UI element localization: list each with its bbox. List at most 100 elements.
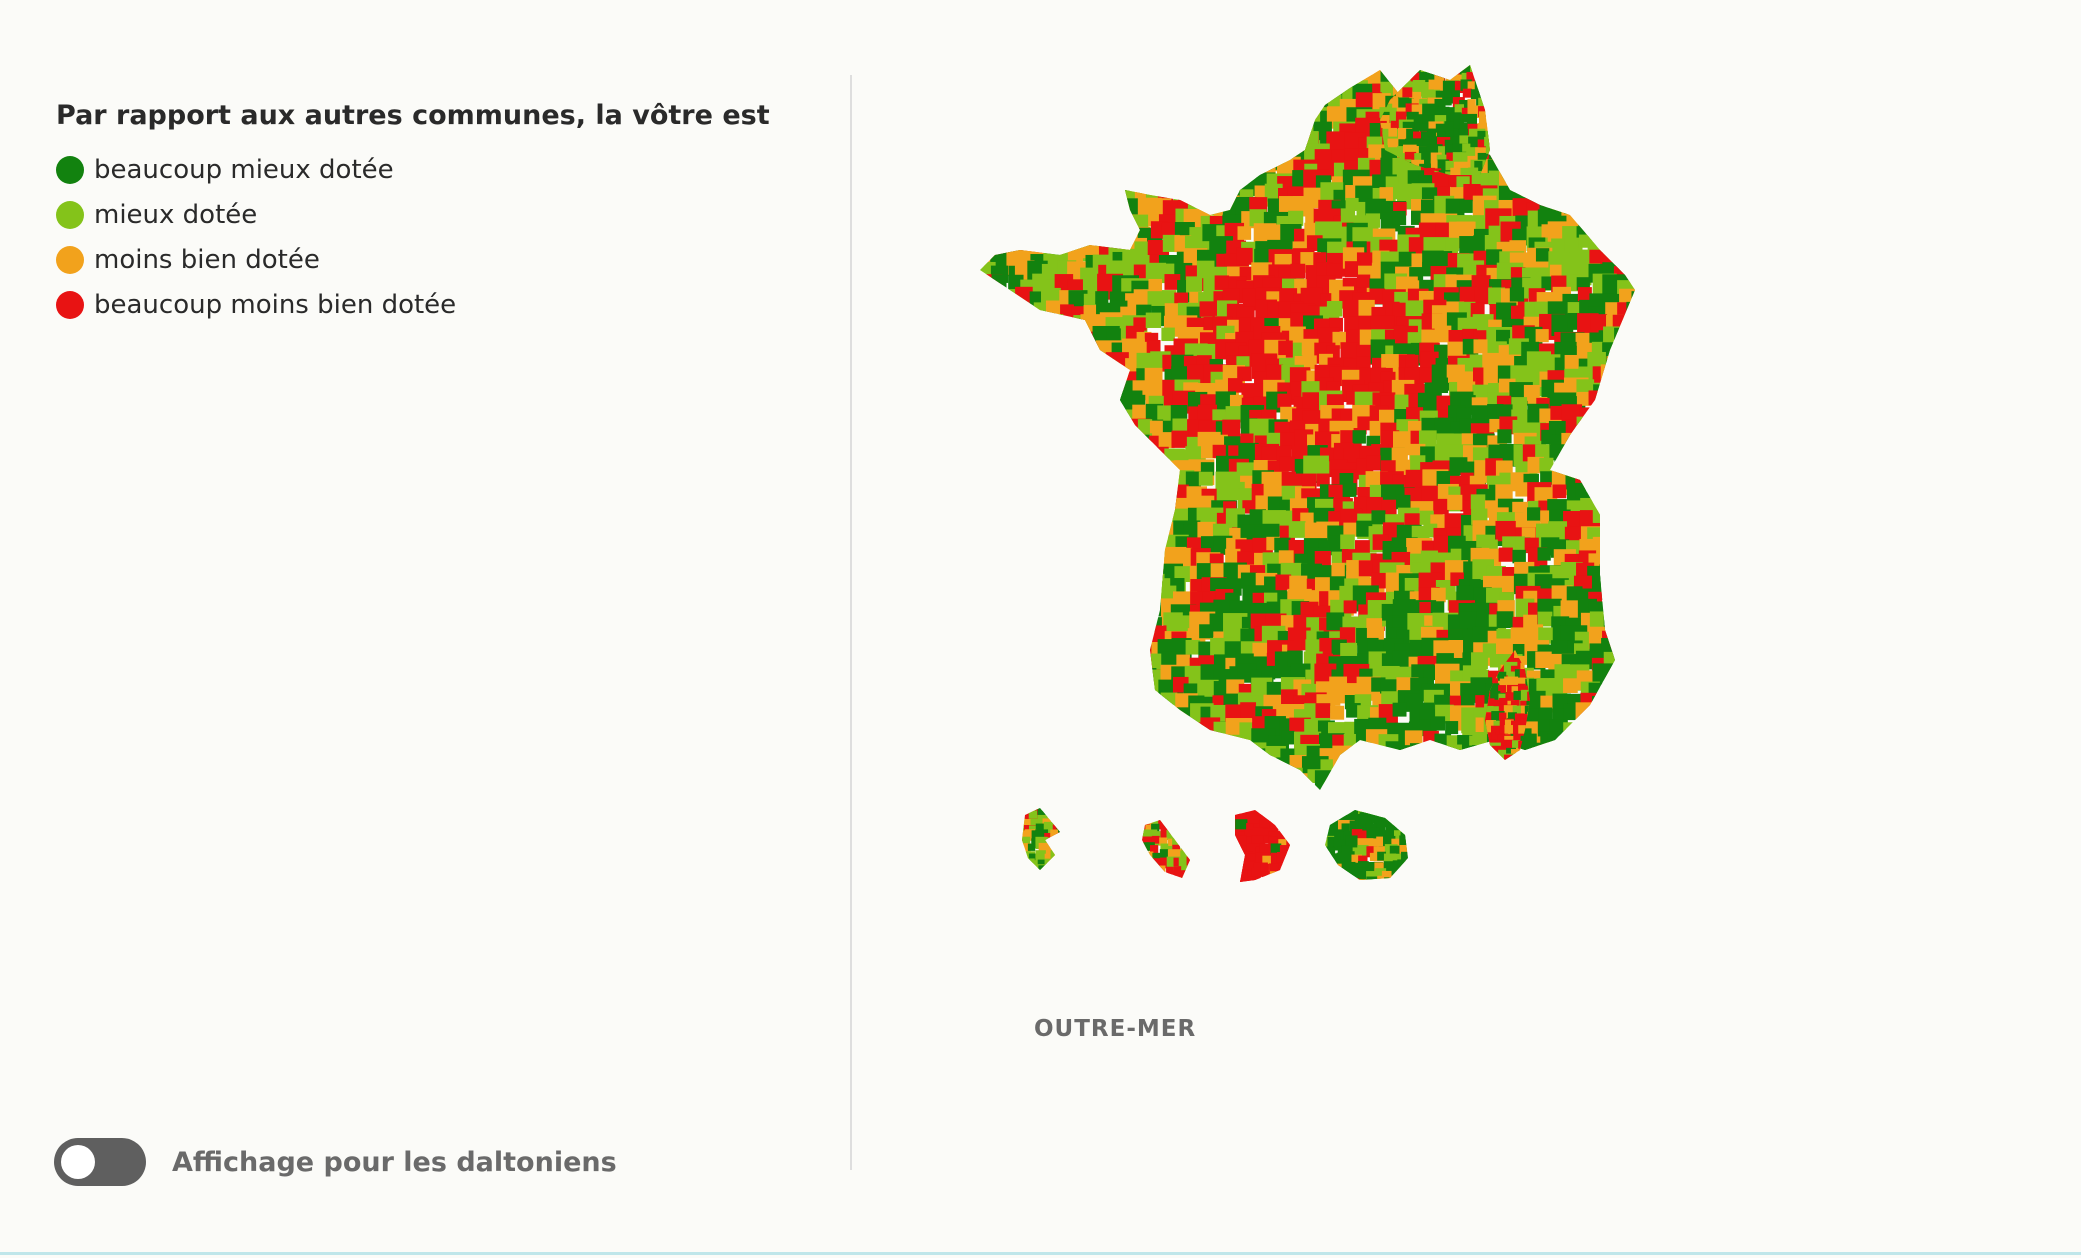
commune-cell bbox=[1125, 84, 1142, 100]
commune-cell bbox=[1157, 405, 1172, 420]
commune-cell bbox=[980, 774, 981, 790]
commune-cell bbox=[1067, 161, 1093, 187]
commune-cell bbox=[1281, 730, 1295, 745]
commune-cell bbox=[1435, 123, 1445, 133]
commune-cell bbox=[1600, 461, 1616, 478]
commune-cell bbox=[1333, 771, 1359, 790]
commune-cell bbox=[1601, 237, 1616, 252]
commune-cell bbox=[1477, 73, 1489, 85]
commune-cell bbox=[1106, 769, 1120, 783]
commune-cell bbox=[1057, 808, 1060, 813]
commune-cell bbox=[1175, 159, 1200, 183]
commune-cell bbox=[1016, 70, 1040, 83]
commune-cell bbox=[1054, 520, 1076, 542]
commune-cell bbox=[1456, 585, 1474, 603]
commune-cell bbox=[1174, 820, 1182, 825]
commune-cell bbox=[1081, 509, 1109, 537]
commune-cell bbox=[1506, 740, 1514, 748]
commune-cell bbox=[1645, 248, 1671, 274]
commune-cell bbox=[1601, 527, 1616, 543]
commune-cell bbox=[1592, 163, 1612, 183]
commune-cell bbox=[1627, 83, 1635, 106]
commune-cell bbox=[1445, 70, 1462, 74]
commune-cell bbox=[1120, 159, 1144, 182]
commune-cell bbox=[1047, 211, 1062, 227]
commune-cell bbox=[1002, 601, 1017, 617]
commune-cell bbox=[1626, 315, 1635, 335]
colorblind-toggle[interactable] bbox=[54, 1138, 146, 1186]
commune-cell bbox=[1106, 198, 1132, 225]
commune-cell bbox=[1519, 747, 1530, 760]
commune-cell bbox=[1033, 302, 1048, 317]
commune-cell bbox=[980, 456, 990, 471]
commune-cell bbox=[1083, 70, 1097, 84]
commune-cell bbox=[1067, 682, 1082, 696]
commune-cell bbox=[1561, 149, 1582, 170]
commune-cell bbox=[1042, 381, 1058, 397]
commune-cell bbox=[1106, 487, 1133, 515]
commune-cell bbox=[981, 624, 1003, 646]
commune-cell bbox=[1058, 731, 1075, 748]
commune-cell bbox=[1018, 378, 1036, 397]
commune-cell bbox=[1419, 65, 1431, 69]
commune-cell bbox=[1081, 395, 1097, 410]
commune-cell bbox=[1200, 135, 1221, 156]
commune-cell bbox=[1391, 868, 1402, 878]
commune-cell bbox=[1351, 854, 1362, 866]
commune-cell bbox=[1031, 445, 1056, 471]
commune-cell bbox=[1409, 743, 1434, 768]
commune-cell bbox=[1008, 526, 1033, 552]
commune-cell bbox=[1021, 120, 1041, 140]
commune-cell bbox=[1266, 364, 1284, 382]
commune-cell bbox=[1044, 353, 1068, 378]
commune-cell bbox=[1277, 869, 1290, 882]
commune-cell bbox=[1185, 841, 1190, 854]
commune-cell bbox=[1398, 875, 1408, 880]
commune-cell bbox=[980, 500, 1002, 523]
commune-cell bbox=[1615, 408, 1635, 431]
commune-cell bbox=[1251, 754, 1266, 770]
commune-cell bbox=[980, 417, 990, 432]
colorblind-toggle-label[interactable]: Affichage pour les daltoniens bbox=[172, 1146, 617, 1178]
commune-cell bbox=[1028, 331, 1054, 358]
toggle-knob[interactable] bbox=[61, 1145, 95, 1179]
commune-cell bbox=[1029, 410, 1055, 436]
commune-cell bbox=[1092, 157, 1107, 172]
commune-cell bbox=[1024, 808, 1034, 812]
commune-cell bbox=[1366, 747, 1383, 764]
commune-cell bbox=[1497, 671, 1507, 681]
commune-cell bbox=[1625, 637, 1635, 662]
commune-cell bbox=[1562, 163, 1579, 180]
commune-cell bbox=[1575, 742, 1590, 757]
commune-cell bbox=[1580, 91, 1603, 115]
commune-cell bbox=[1004, 680, 1032, 708]
commune-cell bbox=[1419, 601, 1435, 617]
commune-cell bbox=[1524, 705, 1530, 716]
commune-cell bbox=[1513, 733, 1524, 744]
commune-cell bbox=[1173, 722, 1187, 736]
commune-cell bbox=[1314, 550, 1331, 568]
commune-cell bbox=[1176, 135, 1191, 149]
commune-cell bbox=[1092, 562, 1107, 577]
commune-cell bbox=[1022, 808, 1025, 812]
commune-cell bbox=[1275, 70, 1301, 79]
commune-cell bbox=[1042, 419, 1061, 438]
commune-cell bbox=[1107, 226, 1126, 246]
commune-cell bbox=[1617, 573, 1634, 590]
commune-cell bbox=[1639, 239, 1652, 252]
commune-cell bbox=[1123, 702, 1142, 721]
commune-cell bbox=[1176, 654, 1190, 669]
commune-cell bbox=[991, 351, 1018, 378]
commune-cell bbox=[1356, 252, 1375, 270]
commune-cell bbox=[1174, 870, 1186, 878]
commune-cell bbox=[1614, 70, 1635, 91]
commune-cell bbox=[1190, 105, 1217, 131]
commune-cell bbox=[1131, 631, 1152, 652]
commune-cell bbox=[1575, 70, 1593, 78]
commune-cell bbox=[1093, 693, 1114, 713]
commune-cell bbox=[1098, 704, 1119, 725]
commune-cell bbox=[1483, 98, 1490, 110]
commune-cell bbox=[1384, 877, 1393, 880]
commune-cell bbox=[1458, 129, 1468, 138]
commune-cell bbox=[1640, 495, 1661, 516]
